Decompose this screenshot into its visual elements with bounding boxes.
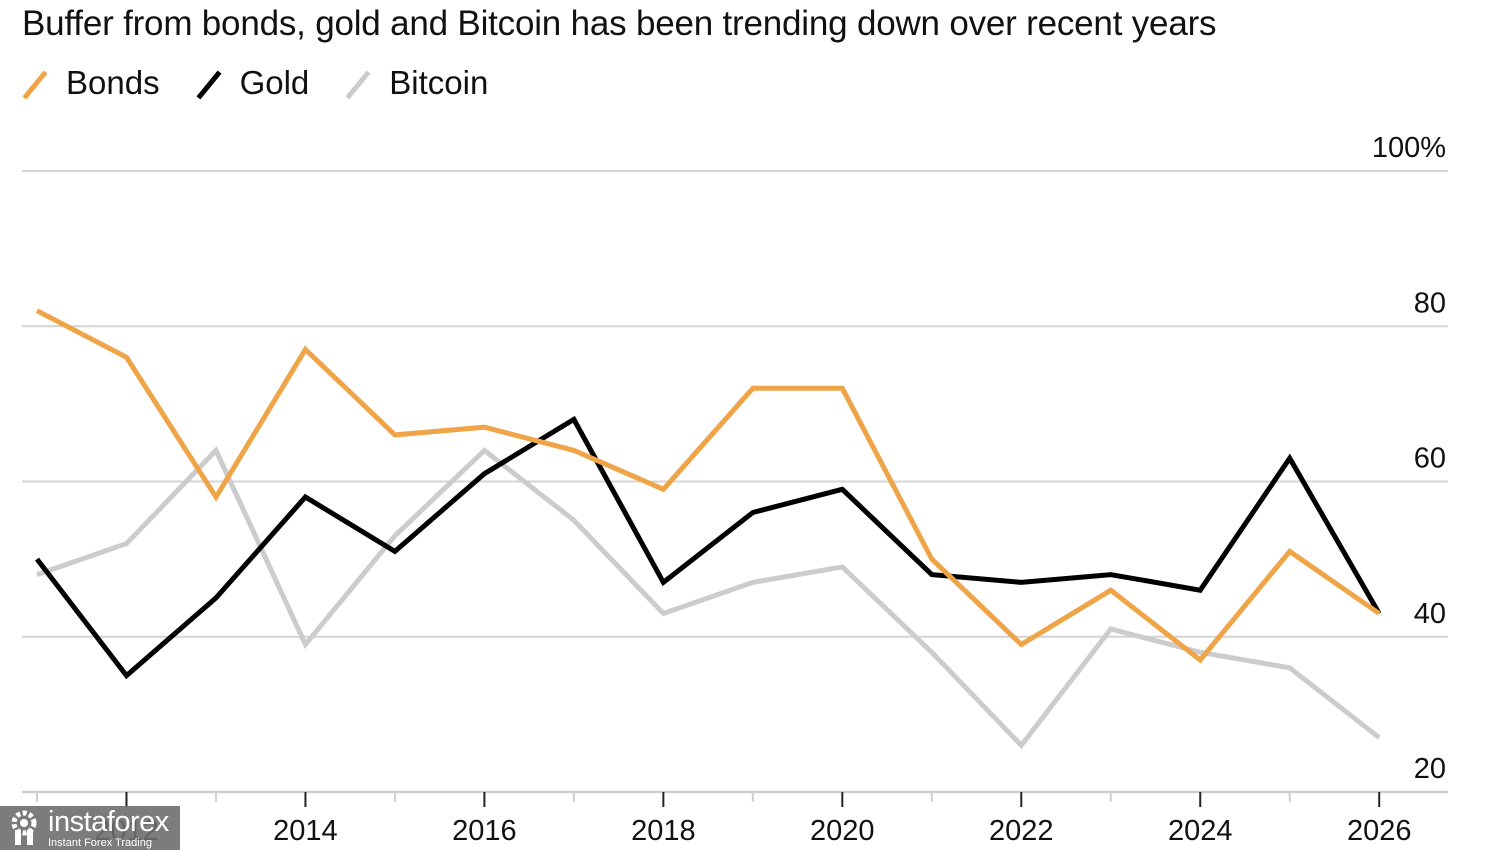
legend-swatch-bonds	[22, 70, 48, 100]
y-tick-label-40: 40	[1414, 598, 1446, 630]
x-tick-label-2014: 2014	[273, 815, 338, 847]
y-tick-label-60: 60	[1414, 443, 1446, 475]
watermark-brand: instaforex	[48, 805, 169, 838]
x-tick-label-2026: 2026	[1347, 815, 1412, 847]
y-tick-label-20: 20	[1414, 753, 1446, 785]
legend-item-bitcoin: Bitcoin	[345, 64, 488, 102]
series-line-gold	[35, 415, 1382, 680]
x-tick-label-2016: 2016	[452, 815, 517, 847]
legend-label-bitcoin: Bitcoin	[389, 64, 489, 101]
chart-title: Buffer from bonds, gold and Bitcoin has …	[22, 4, 1217, 43]
legend: Bonds Gold Bitcoin	[22, 64, 524, 102]
y-axis-labels: 20 40 60 80 100%	[1372, 132, 1446, 785]
x-tick-label-2024: 2024	[1168, 815, 1233, 847]
legend-item-bonds: Bonds	[22, 64, 160, 102]
series-line-bitcoin	[36, 446, 1381, 750]
watermark-tagline: Instant Forex Trading	[48, 836, 152, 849]
x-axis: 20122014201620182020202220242026	[22, 790, 1448, 847]
series-line-bonds	[35, 308, 1381, 664]
x-tick-label-2020: 2020	[810, 815, 875, 847]
gridlines	[22, 170, 1448, 638]
legend-item-gold: Gold	[196, 64, 310, 102]
legend-swatch-gold	[196, 70, 222, 100]
x-tick-label-2022: 2022	[989, 815, 1054, 847]
y-tick-label-100: 100%	[1372, 132, 1446, 164]
x-tick-label-2018: 2018	[631, 815, 696, 847]
legend-swatch-bitcoin	[345, 70, 371, 100]
watermark: instaforex Instant Forex Trading	[0, 806, 180, 850]
instaforex-logo-icon	[11, 810, 37, 845]
legend-label-bonds: Bonds	[66, 64, 160, 101]
series-lines	[35, 308, 1382, 750]
y-tick-label-80: 80	[1414, 287, 1446, 319]
legend-label-gold: Gold	[239, 64, 310, 101]
